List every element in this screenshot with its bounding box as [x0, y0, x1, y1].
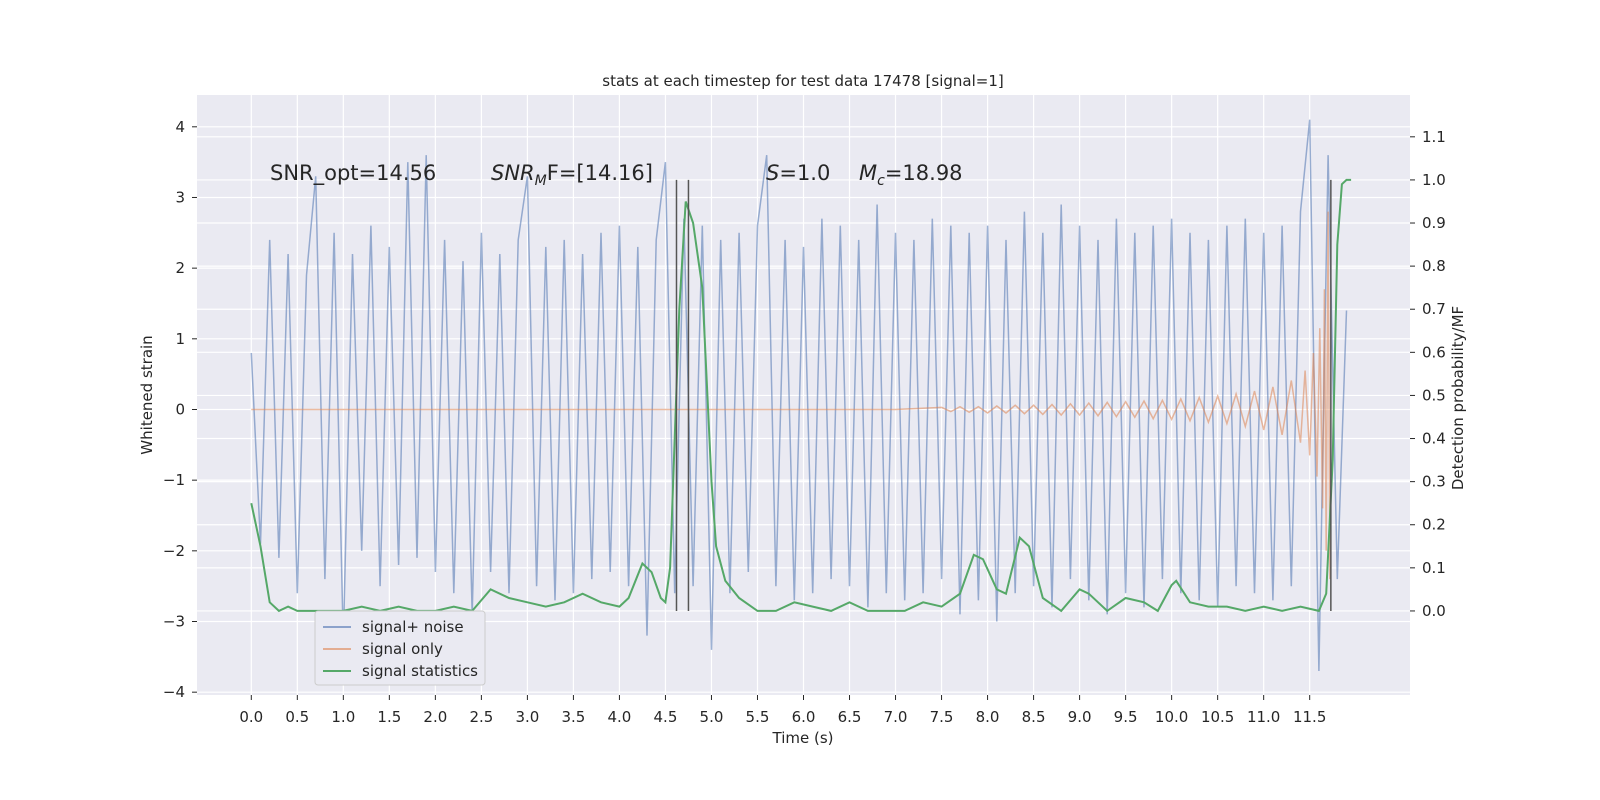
x-tick-label: 8.5 — [1022, 708, 1046, 726]
y-tick-label: 0 — [175, 400, 185, 418]
y-tick-label: −3 — [163, 613, 185, 631]
y2-tick-label: 0.1 — [1422, 559, 1446, 577]
y2-tick-label: 0.0 — [1422, 602, 1446, 620]
x-tick-label: 1.0 — [331, 708, 355, 726]
x-tick-label: 5.0 — [700, 708, 724, 726]
x-tick-label: 9.0 — [1068, 708, 1092, 726]
series-line — [250, 119, 1348, 672]
y2-axis-label: Detection probability/MF — [1449, 306, 1467, 490]
x-tick-label: 0.5 — [285, 708, 309, 726]
x-tick-label: 10.5 — [1201, 708, 1234, 726]
series-line — [251, 211, 1331, 580]
y2-tick-label: 0.9 — [1422, 214, 1446, 232]
x-tick-label: 2.5 — [469, 708, 493, 726]
series-line — [250, 178, 1352, 613]
x-tick-label: 1.5 — [377, 708, 401, 726]
x-tick-label: 6.5 — [838, 708, 862, 726]
legend-label: signal statistics — [362, 662, 478, 680]
chart-title: stats at each timestep for test data 174… — [602, 72, 1003, 90]
x-tick-label: 3.0 — [515, 708, 539, 726]
y-axis-label: Whitened strain — [138, 335, 156, 454]
annotation-text: =18.98 — [885, 161, 963, 185]
y2-tick-label: 0.5 — [1422, 386, 1446, 404]
y2-tick-label: 0.3 — [1422, 473, 1446, 491]
annotation-sub: c — [877, 173, 885, 189]
annotation-text: SNR_opt=14.56 — [270, 161, 436, 186]
legend-label: signal only — [362, 640, 443, 658]
y2-tick-label: 0.7 — [1422, 300, 1446, 318]
x-tick-label: 11.0 — [1247, 708, 1280, 726]
x-tick-label: 5.5 — [746, 708, 770, 726]
y-tick-label: 1 — [175, 330, 185, 348]
legend-label: signal+ noise — [362, 618, 464, 636]
x-tick-label: 8.0 — [976, 708, 1000, 726]
y2-tick-label: 0.4 — [1422, 430, 1446, 448]
x-tick-label: 2.0 — [423, 708, 447, 726]
x-tick-label: 11.5 — [1293, 708, 1326, 726]
annotation: Mc=18.98 — [859, 161, 963, 189]
x-tick-label: 4.5 — [654, 708, 678, 726]
x-tick-label: 10.0 — [1155, 708, 1188, 726]
y-tick-label: −1 — [163, 471, 185, 489]
annotation: SNR_opt=14.56 — [270, 161, 436, 186]
annotation-text: =1.0 — [779, 161, 830, 185]
y2-tick-label: 1.1 — [1422, 128, 1446, 146]
y2-tick-label: 1.0 — [1422, 171, 1446, 189]
y-tick-label: 3 — [175, 188, 185, 206]
annotation-italic: S — [766, 161, 779, 185]
x-tick-label: 3.5 — [561, 708, 585, 726]
annotation: S=1.0 — [766, 161, 830, 185]
annotation-text: F=[14.16] — [547, 161, 653, 185]
x-tick-label: 4.0 — [608, 708, 632, 726]
annotation: SNRMF=[14.16] — [491, 161, 653, 189]
x-tick-label: 7.0 — [884, 708, 908, 726]
x-tick-label: 9.5 — [1114, 708, 1138, 726]
y-tick-label: 4 — [175, 118, 185, 136]
x-tick-label: 6.0 — [792, 708, 816, 726]
x-tick-label: 7.5 — [930, 708, 954, 726]
y2-tick-label: 0.6 — [1422, 343, 1446, 361]
y-tick-label: 2 — [175, 259, 185, 277]
annotation-sub: M — [535, 173, 547, 189]
annotation-italic: M — [859, 161, 877, 185]
x-tick-label: 0.0 — [239, 708, 263, 726]
y-tick-label: −4 — [163, 683, 185, 701]
legend-box — [314, 610, 486, 686]
x-axis-label: Time (s) — [772, 729, 834, 747]
annotation-italic: SNR — [491, 161, 535, 185]
y-tick-label: −2 — [163, 542, 185, 560]
y2-tick-label: 0.2 — [1422, 516, 1446, 534]
y2-tick-label: 0.8 — [1422, 257, 1446, 275]
